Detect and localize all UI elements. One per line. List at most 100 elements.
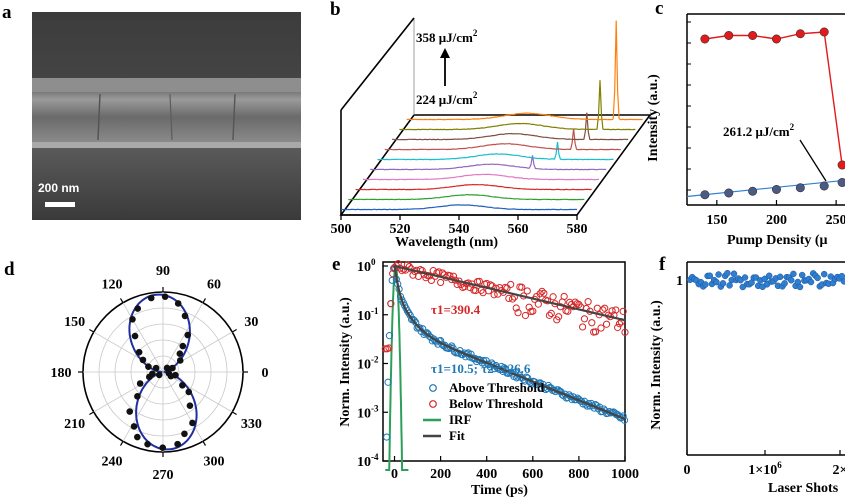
- chart-f-point: [814, 274, 821, 282]
- chart-c-annotation-text: 261.2 μJ/cm: [723, 124, 790, 139]
- chart-d-grid-spoke: [162, 371, 233, 413]
- chart-e-above-point: [383, 433, 391, 441]
- chart-f-ylabel: Norm. Intensity (a.u.): [649, 300, 664, 430]
- chart-e-below-point: [608, 307, 616, 315]
- chart-e-below-point: [549, 293, 557, 301]
- chart-b-xtick-label: 520: [390, 222, 411, 237]
- panel-label-b: b: [330, 0, 341, 20]
- chart-c-point: [795, 29, 805, 39]
- chart-e-below-point: [614, 323, 622, 332]
- chart-d-grid-spoke: [162, 302, 204, 373]
- chart-e-legend-above-marker: [429, 384, 437, 392]
- chart-f-point: [776, 273, 784, 281]
- chart-e-below-point: [418, 267, 426, 275]
- chart-e-above-point: [416, 324, 424, 332]
- chart-e-ytick-exp: -3: [371, 403, 379, 413]
- chart-e-ylabel: Norm. Intensity (a.u.): [338, 297, 353, 427]
- chart-e-below-point: [512, 304, 520, 312]
- chart-d-point: [179, 342, 187, 350]
- chart-c-point: [700, 34, 710, 44]
- chart-f-xlabel: Laser Shots: [768, 481, 839, 496]
- chart-e-below-point: [571, 298, 579, 306]
- chart-f-ytick-label: 1: [676, 274, 683, 289]
- panel-label-f: f: [659, 254, 666, 275]
- chart-d-angle-label: 150: [64, 315, 85, 330]
- chart-e-below-point: [490, 291, 498, 299]
- chart-e-above-point: [388, 276, 396, 284]
- chart-e-below-point: [566, 298, 574, 306]
- chart-f-point: [790, 270, 797, 278]
- chart-d-point: [189, 419, 196, 427]
- chart-d-angle-label: 210: [64, 417, 85, 432]
- chart-c-xlabel: Pump Density (μ: [727, 233, 828, 248]
- chart-d-angle-tick: [231, 328, 237, 333]
- chart-f-point: [713, 278, 720, 286]
- chart-e-below-point: [503, 284, 511, 292]
- chart-e-ytick-label: 100: [357, 257, 376, 275]
- chart-d-grid-spoke: [122, 302, 164, 373]
- chart-e-tau-blue: τ1=10.5; τ2=226.6: [431, 361, 531, 376]
- chart-f-point: [761, 275, 769, 283]
- chart-b-annotation-bottom-text: 224 μJ/cm: [416, 92, 473, 107]
- chart-d-angle-label: 300: [204, 454, 225, 469]
- chart-e-xtick-label: 600: [522, 467, 543, 482]
- chart-b-annotation-top-text: 358 μJ/cm: [416, 30, 473, 45]
- chart-e-ytick-label: 10-4: [357, 452, 379, 470]
- scale-bar: [45, 202, 75, 207]
- chart-b-series-line: [392, 112, 629, 141]
- chart-f-point: [807, 278, 815, 286]
- chart-e-irf-line: [385, 264, 409, 471]
- chart-d-point: [155, 371, 163, 379]
- chart-c-xtick-label: 150: [706, 213, 727, 228]
- chart-c-point: [795, 183, 805, 193]
- chart-f-xtick-base: 0: [684, 463, 691, 478]
- chart-e-below-point: [403, 261, 412, 269]
- chart-e-below-point: [584, 298, 592, 306]
- chart-e-ytick-base: 10: [357, 455, 371, 470]
- chart-c-annotation: 261.2 μJ/cm2: [723, 122, 795, 139]
- panel-label-d: d: [4, 259, 15, 280]
- chart-b-series-line: [348, 193, 585, 201]
- chart-b-xlabel: Wavelength (nm): [395, 235, 498, 250]
- chart-c-xtick-label: 200: [766, 213, 787, 228]
- chart-e-ytick-label: 10-2: [357, 355, 379, 373]
- chart-b-series-line: [406, 20, 643, 121]
- chart-e-legend-below: Below Threshold: [449, 396, 544, 411]
- chart-d-point: [184, 331, 192, 339]
- chart-e-ytick-exp: -1: [371, 306, 379, 316]
- chart-e-below-point: [392, 262, 400, 270]
- chart-e-xtick-label: 800: [568, 467, 589, 482]
- chart-e-fit-above: [393, 265, 626, 421]
- chart-d-point: [161, 293, 169, 300]
- chart-e-below-point: [578, 323, 587, 331]
- chart-f-xtick-label: 2×: [833, 463, 845, 478]
- chart-d-angle-tick: [231, 411, 237, 416]
- chart-c-point: [724, 188, 734, 198]
- chart-e-ytick-base: 10: [357, 309, 371, 324]
- chart-f-xtick-base: 2×: [833, 463, 845, 478]
- chart-e-xtick-label: 1000: [611, 467, 639, 482]
- chart-d-point: [174, 440, 181, 448]
- chart-e-below-point: [601, 304, 609, 312]
- chart-e-below-point: [560, 292, 568, 301]
- chart-e-xtick-label: 0: [391, 467, 398, 482]
- chart-c-point: [837, 160, 845, 170]
- chart-b-xtick-label: 500: [331, 222, 352, 237]
- chart-d-point: [186, 402, 194, 409]
- chart-c-point: [748, 30, 758, 40]
- chart-b-series-line: [341, 204, 578, 211]
- chart-e-fit-below: [394, 264, 626, 322]
- chart-d-point: [144, 440, 151, 448]
- chart-d-point: [167, 372, 175, 380]
- chart-c-fit-line: [686, 179, 845, 198]
- chart-c-ylabel: Intensity (a.u.): [646, 74, 661, 162]
- chart-d-grid-spoke: [93, 331, 164, 373]
- chart-c-point: [819, 181, 829, 191]
- chart-e-ytick-base: 10: [357, 260, 371, 275]
- chart-e-below-point: [472, 286, 480, 295]
- chart-c: 150 200 250 Intensity (a.u.) Pump Density …: [646, 13, 845, 248]
- chart-d-point: [159, 444, 167, 451]
- chart-b-arrowhead: [440, 48, 450, 58]
